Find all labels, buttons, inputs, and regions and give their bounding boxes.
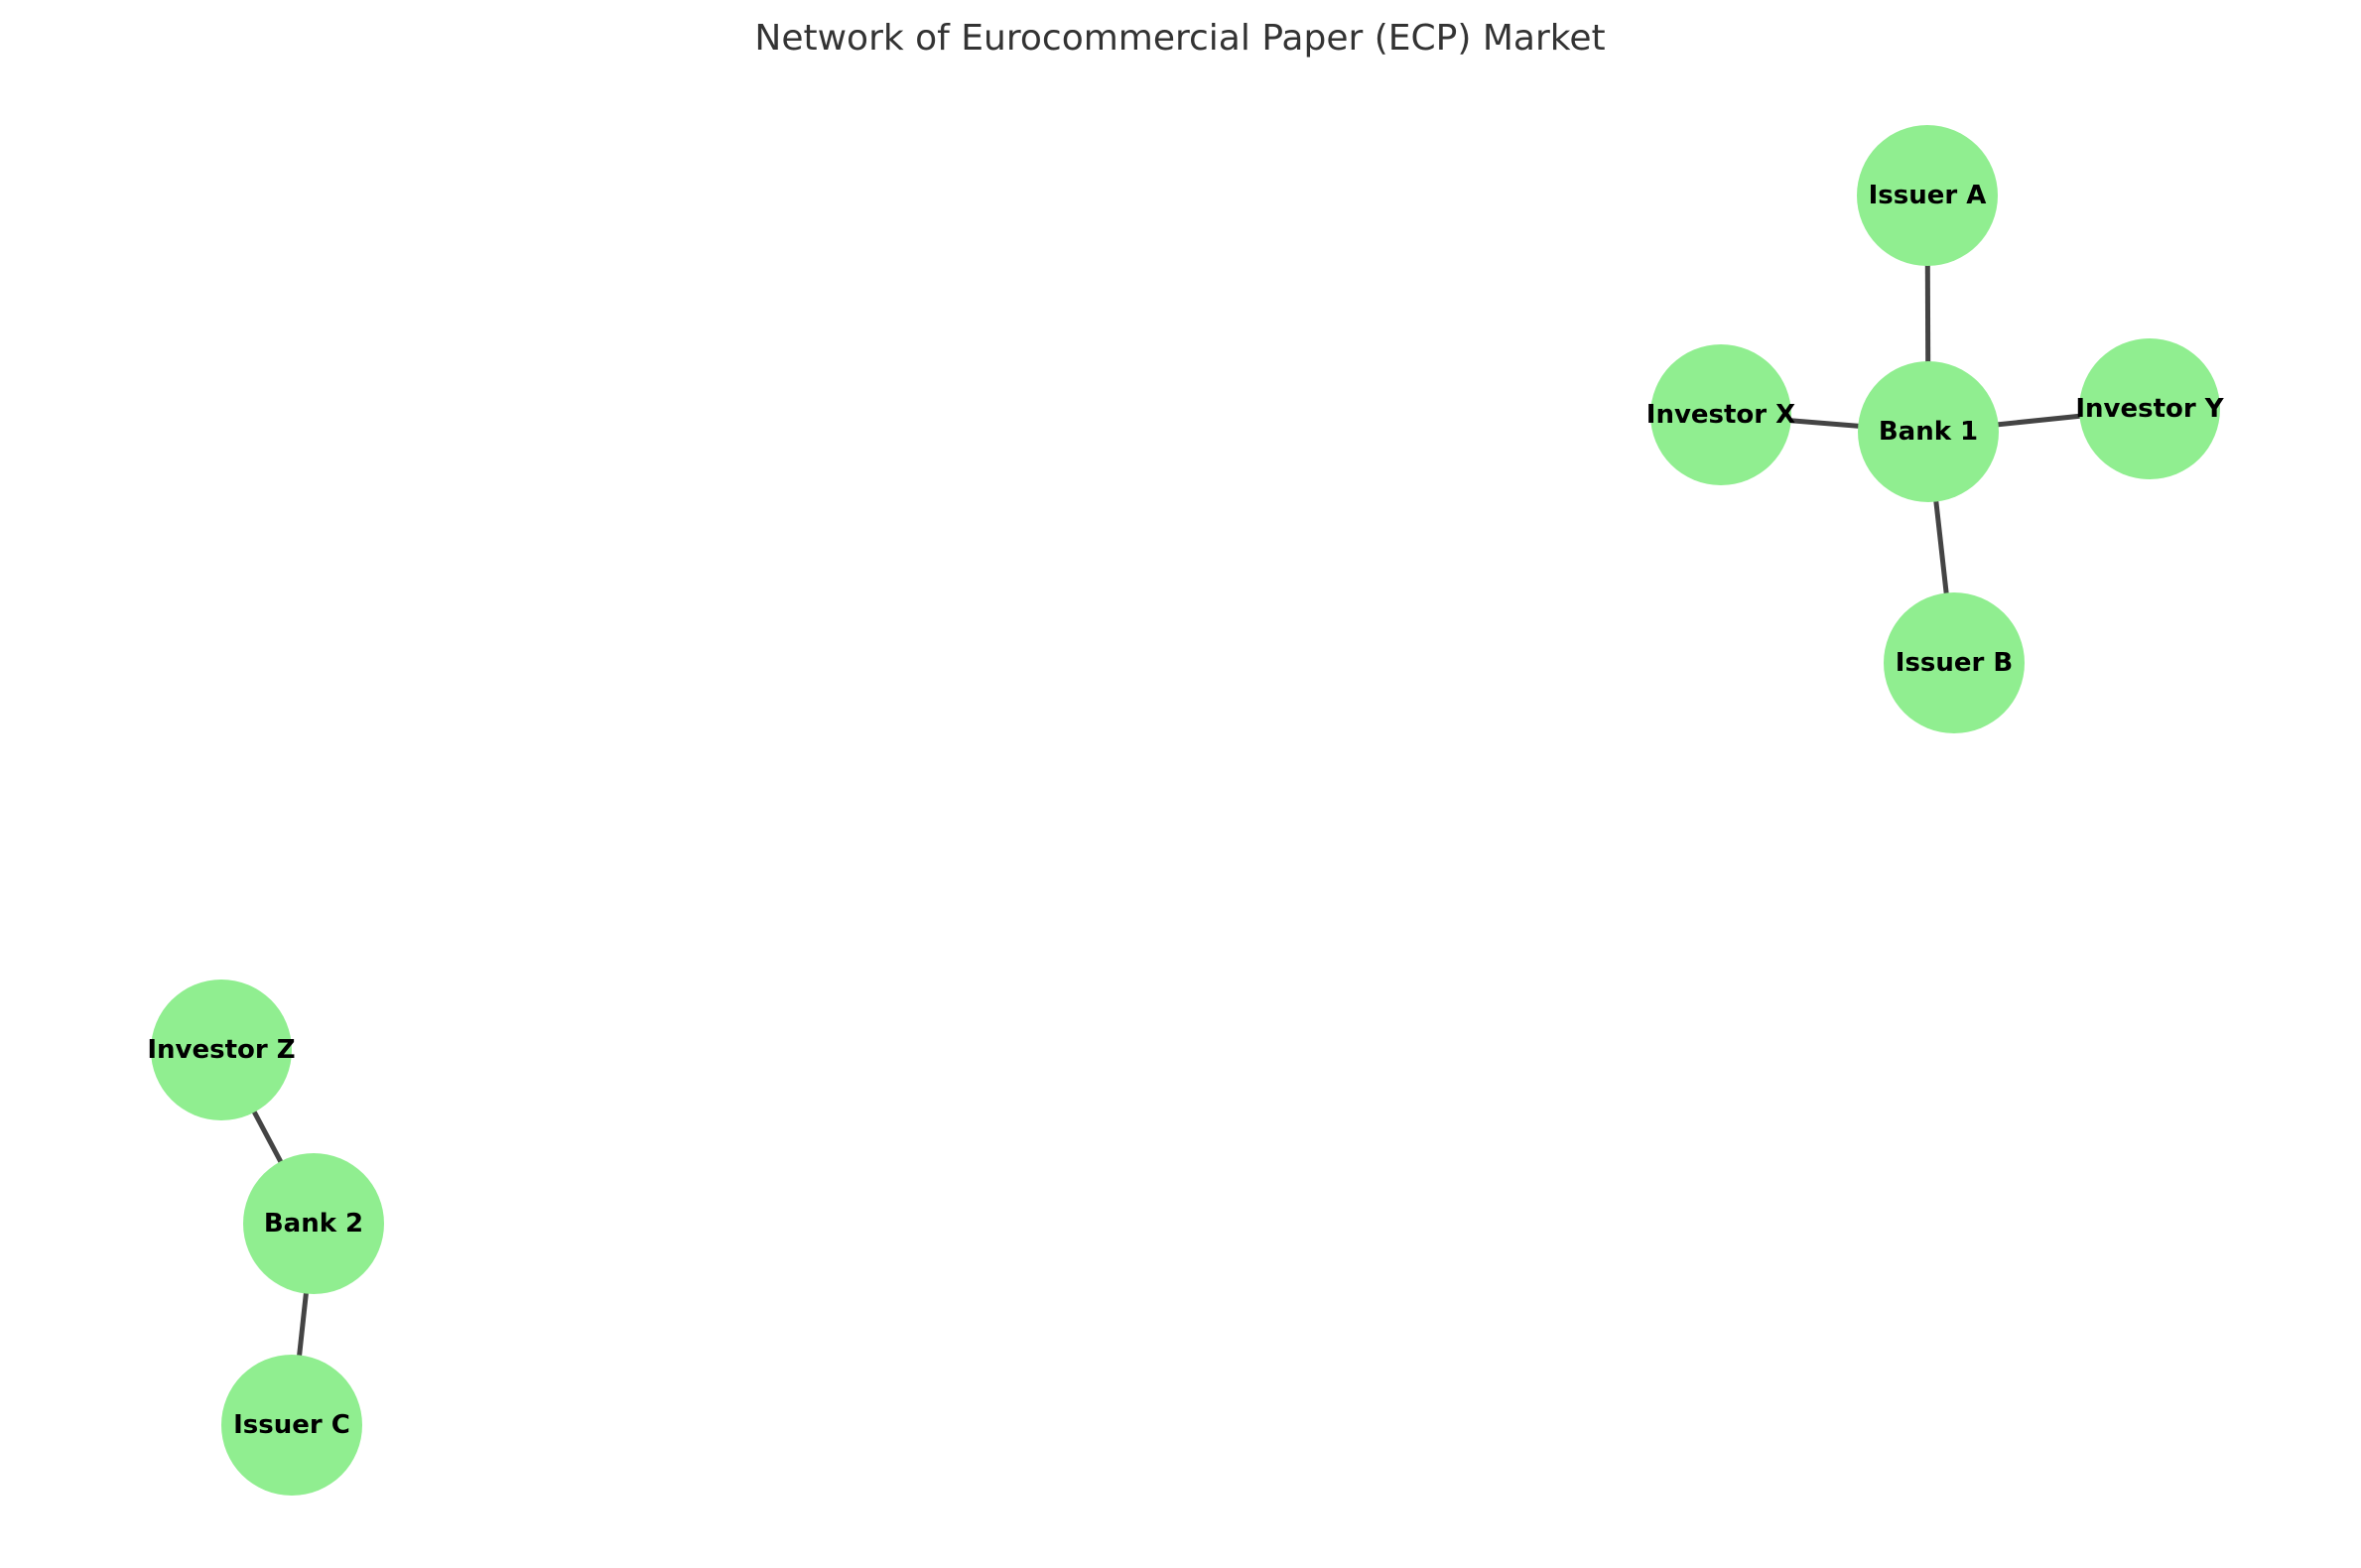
node-circle-investor-z [151, 980, 292, 1120]
node-circle-bank-1 [1858, 361, 1999, 502]
node-investor-y: Investor Y [2075, 338, 2225, 479]
node-investor-x: Investor X [1646, 344, 1795, 485]
node-issuer-c: Issuer C [221, 1355, 362, 1496]
node-bank-2: Bank 2 [243, 1153, 384, 1294]
node-circle-investor-y [2079, 338, 2220, 479]
node-circle-issuer-a [1857, 125, 1998, 266]
node-circle-bank-2 [243, 1153, 384, 1294]
node-label-bank-1: Bank 1 [1879, 417, 1978, 447]
node-issuer-b: Issuer B [1884, 592, 2025, 733]
nodes-layer: Issuer A Investor X Bank 1 Investor Y Issuer… [147, 125, 2225, 1496]
node-circle-investor-x [1650, 344, 1791, 485]
node-label-investor-z: Investor Z [147, 1035, 295, 1065]
node-label-bank-2: Bank 2 [264, 1209, 363, 1239]
node-label-issuer-a: Issuer A [1869, 181, 1987, 210]
diagram-title: Network of Eurocommercial Paper (ECP) Ma… [754, 18, 1605, 59]
node-investor-z: Investor Z [147, 980, 296, 1120]
node-label-investor-x: Investor X [1646, 400, 1795, 430]
node-label-issuer-c: Issuer C [233, 1410, 350, 1440]
node-bank-1: Bank 1 [1858, 361, 1999, 502]
node-label-issuer-b: Issuer B [1896, 648, 2013, 678]
node-circle-issuer-c [221, 1355, 362, 1496]
edges-layer [218, 195, 2151, 1426]
node-circle-issuer-b [1884, 592, 2025, 733]
node-issuer-a: Issuer A [1857, 125, 1998, 266]
node-label-investor-y: Investor Y [2075, 394, 2224, 424]
